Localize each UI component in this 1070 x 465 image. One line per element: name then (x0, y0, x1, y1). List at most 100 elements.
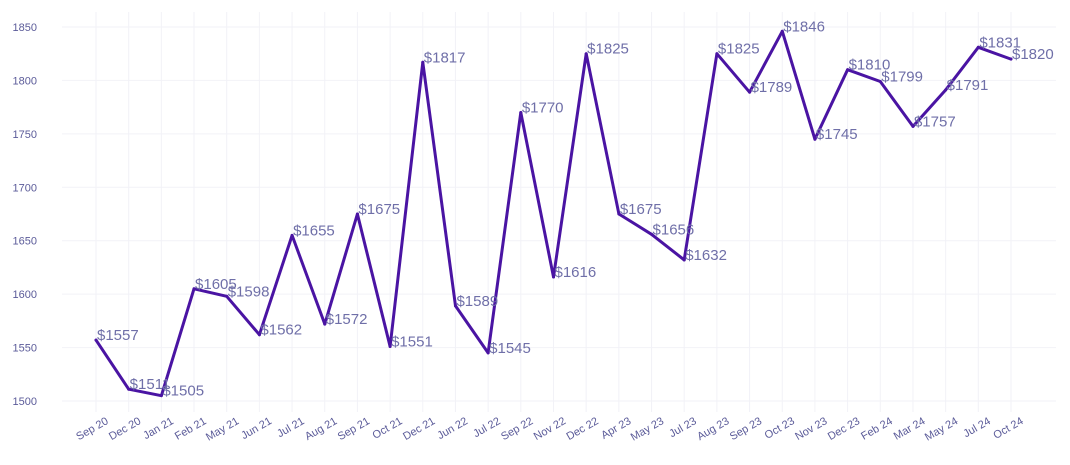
data-label: $1817 (424, 49, 466, 66)
data-point (257, 333, 261, 337)
y-tick-label: 1800 (13, 75, 37, 87)
x-tick-label: Dec 23 (826, 415, 862, 443)
data-point (94, 338, 98, 342)
data-label: $1846 (783, 18, 825, 35)
x-tick-label: Jul 24 (961, 415, 992, 440)
data-point (421, 60, 425, 64)
y-tick-label: 1600 (13, 289, 37, 301)
data-point (780, 29, 784, 33)
x-tick-label: Nov 23 (793, 415, 829, 443)
data-label: $1545 (489, 340, 531, 357)
x-tick-label: May 21 (204, 415, 241, 443)
x-tick-label: Jun 21 (239, 415, 274, 442)
data-point (584, 52, 588, 56)
x-tick-label: Oct 24 (991, 415, 1025, 442)
x-tick-label: Jul 22 (471, 415, 502, 440)
x-tick-label: Dec 20 (107, 415, 143, 443)
data-point (650, 232, 654, 236)
y-tick-label: 1650 (13, 236, 37, 248)
x-tick-label: May 24 (923, 415, 960, 443)
x-tick-label: Aug 23 (695, 415, 731, 443)
data-label: $1655 (293, 222, 335, 239)
data-point (486, 351, 490, 355)
data-point (1009, 57, 1013, 61)
data-label: $1557 (97, 327, 139, 344)
y-tick-label: 1750 (13, 129, 37, 141)
data-label: $1505 (162, 383, 204, 400)
data-point (225, 294, 229, 298)
data-label: $1589 (456, 293, 498, 310)
x-tick-label: Dec 22 (564, 415, 600, 443)
x-tick-label: Jul 23 (667, 415, 698, 440)
data-point (878, 79, 882, 83)
data-point (388, 345, 392, 349)
data-label: $1825 (718, 41, 760, 58)
data-point (453, 304, 457, 308)
data-label: $1770 (522, 99, 564, 116)
data-label: $1562 (260, 322, 302, 339)
x-tick-label: Oct 23 (763, 415, 797, 442)
data-point (552, 275, 555, 279)
data-label: $1605 (195, 276, 237, 293)
y-tick-label: 1700 (13, 182, 37, 194)
y-tick-label: 1850 (13, 22, 37, 34)
data-point (976, 45, 980, 49)
x-tick-label: Sep 23 (728, 415, 764, 443)
data-point (944, 88, 948, 92)
data-label: $1789 (751, 79, 793, 96)
data-label: $1598 (228, 283, 270, 300)
x-tick-label: Sep 20 (74, 415, 110, 443)
data-label: $1551 (391, 334, 433, 351)
x-tick-label: Aug 21 (303, 415, 339, 443)
y-tick-label: 1500 (13, 396, 37, 408)
data-label: $1675 (620, 201, 662, 218)
data-label: $1799 (881, 68, 923, 85)
x-tick-label: Mar 24 (892, 415, 928, 443)
data-label: $1632 (685, 247, 727, 264)
data-point (715, 52, 719, 56)
x-tick-label: Jun 22 (435, 415, 470, 442)
data-label: $1616 (555, 264, 597, 281)
data-labels: $1557 $1511$1505 $1605$1598 $1562 $1655 $1572… (97, 18, 1054, 399)
data-point (192, 287, 196, 291)
data-point (846, 68, 850, 72)
data-point (813, 137, 817, 141)
y-tick-label: 1550 (13, 343, 37, 355)
y-gridlines (62, 26, 1056, 402)
data-point (290, 233, 294, 237)
data-point (355, 212, 359, 216)
x-tick-label: Feb 24 (859, 415, 895, 443)
x-tick-label: Jan 21 (141, 415, 176, 442)
data-point (617, 212, 621, 216)
x-tick-label: Oct 21 (371, 415, 405, 442)
data-label: $1820 (1012, 46, 1054, 63)
data-point (682, 258, 686, 262)
data-label: $1831 (979, 34, 1021, 51)
data-label: $1810 (849, 57, 891, 74)
data-point (748, 90, 752, 94)
data-label: $1791 (947, 77, 989, 94)
data-label: $1511 (130, 376, 171, 393)
data-label: $1572 (326, 311, 368, 328)
x-tick-label: Jul 21 (275, 415, 306, 440)
data-label: $1757 (914, 113, 956, 130)
x-tick-label: May 23 (629, 415, 666, 443)
data-point (127, 387, 131, 391)
x-tick-label: Nov 22 (532, 415, 568, 443)
data-point (323, 322, 327, 326)
x-tick-label: Sep 22 (499, 415, 535, 443)
x-tick-label: Feb 21 (173, 415, 209, 443)
data-label: $1675 (358, 201, 400, 218)
data-point (159, 394, 163, 398)
data-point (911, 124, 915, 128)
data-label: $1656 (653, 221, 695, 238)
data-label: $1825 (587, 41, 629, 58)
x-tick-label: Apr 23 (599, 415, 633, 442)
x-tick-label: Sep 21 (336, 415, 372, 443)
series-group (94, 29, 1013, 398)
data-point (519, 110, 523, 114)
data-label: $1745 (816, 126, 858, 143)
